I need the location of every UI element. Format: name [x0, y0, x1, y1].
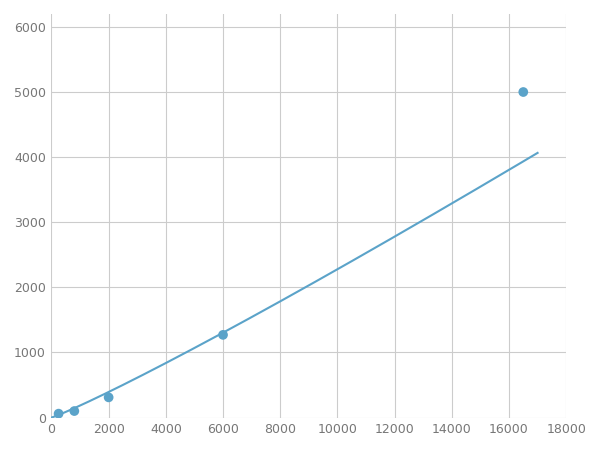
- Point: [104, 394, 113, 401]
- Point: [54, 410, 64, 417]
- Point: [218, 331, 228, 338]
- Point: [518, 88, 528, 95]
- Point: [70, 407, 79, 414]
